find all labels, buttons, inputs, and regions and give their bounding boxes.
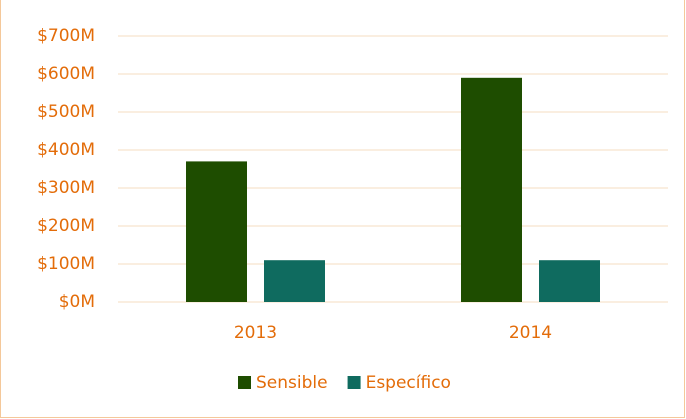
y-tick-label: $100M — [37, 254, 95, 274]
bar — [539, 260, 600, 302]
y-tick-label: $500M — [37, 102, 95, 122]
y-tick-label: $0M — [59, 292, 95, 312]
y-tick-label: $200M — [37, 216, 95, 236]
y-tick-label: $400M — [37, 140, 95, 160]
legend-swatch — [347, 376, 361, 389]
y-tick-label: $600M — [37, 64, 95, 84]
x-tick-label: 2013 — [234, 323, 277, 343]
y-tick-label: $700M — [37, 26, 95, 46]
x-tick-label: 2014 — [509, 323, 552, 343]
bar — [186, 161, 247, 302]
y-tick-label: $300M — [37, 178, 95, 198]
bar — [264, 260, 325, 302]
legend-label: Específico — [366, 373, 451, 393]
legend-swatch — [238, 376, 251, 389]
legend-label: Sensible — [256, 373, 328, 393]
bar — [461, 77, 522, 302]
